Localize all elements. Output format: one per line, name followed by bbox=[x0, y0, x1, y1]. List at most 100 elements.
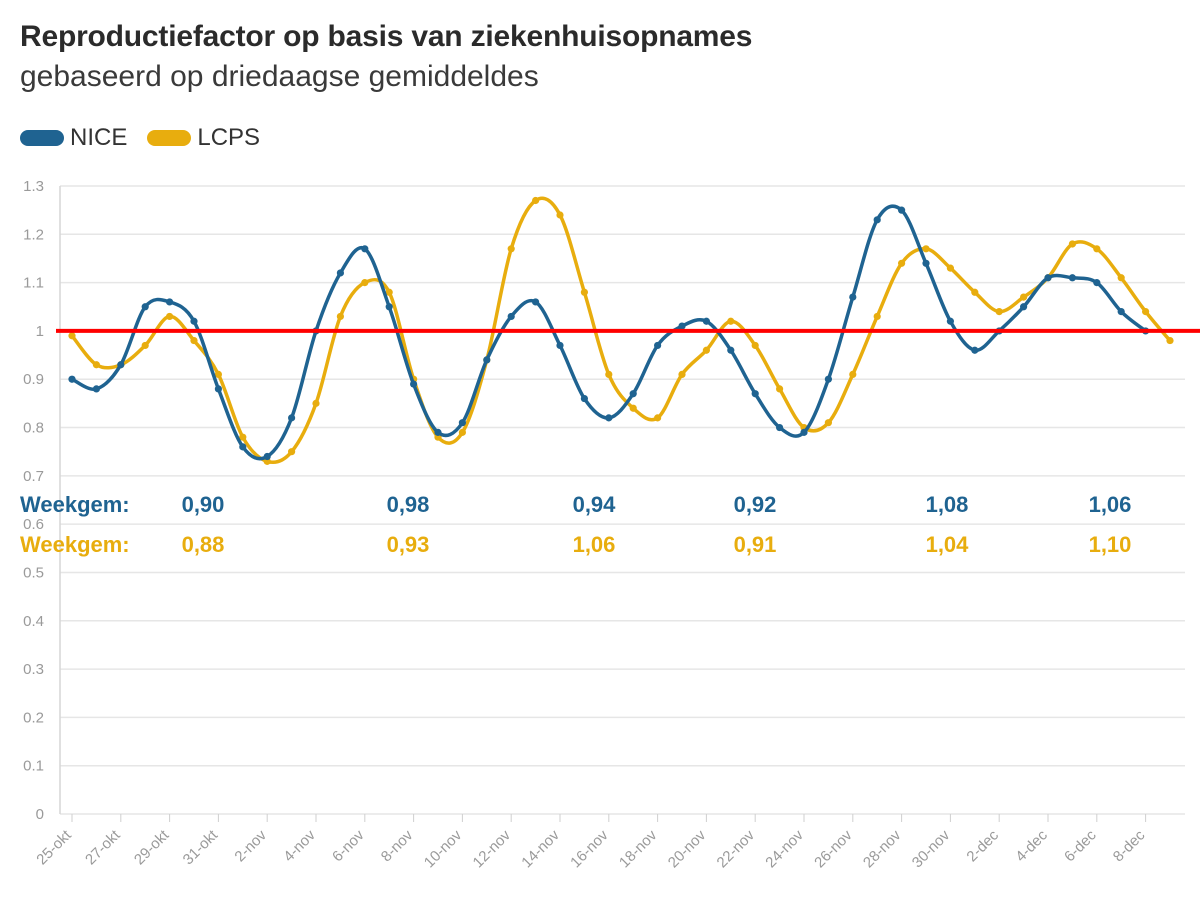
y-tick-label: 0 bbox=[36, 806, 44, 823]
x-tick-label: 14-nov bbox=[518, 826, 563, 871]
weekgem-label-nice: Weekgem: bbox=[20, 492, 130, 517]
y-tick-label: 0.9 bbox=[23, 371, 44, 388]
x-tick-label: 26-nov bbox=[811, 826, 856, 871]
weekgem-value-nice: 0,90 bbox=[182, 492, 225, 517]
data-point-nice bbox=[68, 375, 76, 383]
data-point-lcps bbox=[605, 370, 613, 378]
x-tick-label: 4-nov bbox=[280, 826, 319, 865]
x-tick-label: 24-nov bbox=[762, 826, 807, 871]
data-point-lcps bbox=[1117, 274, 1125, 282]
x-tick-label: 12-nov bbox=[470, 826, 515, 871]
data-point-nice bbox=[434, 428, 442, 436]
legend-swatch-nice bbox=[20, 130, 64, 146]
y-tick-label: 0.3 bbox=[23, 661, 44, 678]
data-point-lcps bbox=[141, 341, 149, 350]
data-point-lcps bbox=[702, 346, 711, 354]
data-point-nice bbox=[824, 375, 833, 383]
weekgem-value-nice: 0,98 bbox=[387, 492, 430, 517]
data-point-lcps bbox=[580, 288, 589, 296]
data-point-nice bbox=[410, 380, 418, 388]
x-tick-label: 20-nov bbox=[665, 826, 710, 871]
data-point-nice bbox=[1117, 308, 1125, 316]
data-point-lcps bbox=[214, 370, 222, 378]
data-point-nice bbox=[849, 293, 857, 301]
data-point-nice bbox=[605, 414, 613, 422]
data-point-nice bbox=[727, 346, 735, 354]
weekgem-value-lcps: 1,04 bbox=[926, 532, 970, 557]
x-tick-label: 30-nov bbox=[909, 826, 954, 871]
x-tick-label: 31-okt bbox=[180, 826, 222, 868]
weekgem-value-nice: 1,08 bbox=[926, 492, 969, 517]
weekgem-value-nice: 1,06 bbox=[1089, 492, 1132, 517]
weekgem-value-lcps: 1,10 bbox=[1089, 532, 1132, 557]
data-point-nice bbox=[922, 259, 930, 267]
legend-item-lcps[interactable]: LCPS bbox=[147, 124, 260, 152]
data-point-nice bbox=[288, 414, 296, 422]
data-point-lcps bbox=[312, 399, 320, 407]
data-point-lcps bbox=[190, 336, 198, 345]
data-point-nice bbox=[92, 385, 100, 393]
data-point-lcps bbox=[898, 259, 906, 267]
data-point-lcps bbox=[1142, 308, 1150, 316]
data-point-nice bbox=[1093, 279, 1101, 287]
data-point-nice bbox=[873, 216, 881, 224]
data-point-lcps bbox=[556, 211, 564, 219]
legend-label-nice: NICE bbox=[70, 124, 128, 151]
y-tick-label: 0.6 bbox=[23, 516, 44, 533]
data-point-lcps bbox=[1020, 293, 1028, 301]
data-point-nice bbox=[1068, 274, 1076, 282]
data-point-lcps bbox=[849, 370, 857, 378]
x-tick-label: 8-nov bbox=[378, 826, 417, 865]
legend-item-nice[interactable]: NICE bbox=[20, 124, 127, 152]
legend: NICE LCPS bbox=[20, 124, 280, 152]
y-tick-label: 1.1 bbox=[23, 275, 44, 292]
data-point-lcps bbox=[873, 312, 881, 321]
data-point-lcps bbox=[385, 288, 393, 296]
x-tick-label: 27-okt bbox=[82, 826, 124, 868]
y-tick-label: 1.3 bbox=[23, 178, 44, 195]
data-point-nice bbox=[458, 419, 466, 427]
chart-subtitle: gebaseerd op driedaagse gemiddeldes bbox=[20, 60, 539, 93]
y-tick-label: 0.5 bbox=[23, 564, 44, 581]
data-point-lcps bbox=[288, 448, 296, 456]
weekgem-value-nice: 0,94 bbox=[573, 492, 617, 517]
data-point-lcps bbox=[532, 196, 540, 205]
y-tick-label: 0.2 bbox=[23, 709, 44, 726]
weekgem-value-lcps: 0,88 bbox=[182, 532, 225, 557]
y-tick-label: 0.7 bbox=[23, 468, 44, 485]
x-tick-label: 18-nov bbox=[616, 826, 661, 871]
data-point-nice bbox=[263, 452, 271, 461]
data-point-nice bbox=[898, 206, 906, 214]
data-point-nice bbox=[1020, 303, 1028, 311]
data-point-lcps bbox=[458, 428, 466, 436]
x-tick-label: 29-okt bbox=[131, 826, 173, 868]
weekgem-label-lcps: Weekgem: bbox=[20, 532, 130, 557]
data-point-lcps bbox=[629, 404, 637, 412]
data-point-nice bbox=[214, 385, 222, 393]
data-point-lcps bbox=[92, 361, 100, 369]
y-tick-label: 1 bbox=[36, 323, 44, 340]
data-point-nice bbox=[239, 443, 247, 451]
data-point-nice bbox=[141, 303, 149, 311]
data-point-nice bbox=[361, 245, 369, 253]
x-tick-label: 16-nov bbox=[567, 826, 612, 871]
y-tick-label: 0.1 bbox=[23, 758, 44, 775]
data-point-nice bbox=[776, 423, 784, 432]
data-point-lcps bbox=[507, 245, 515, 253]
x-tick-label: 10-nov bbox=[421, 826, 466, 871]
x-tick-label: 6-nov bbox=[329, 826, 368, 865]
x-tick-label: 22-nov bbox=[714, 826, 759, 871]
data-point-nice bbox=[629, 390, 637, 398]
data-point-lcps bbox=[776, 385, 784, 393]
y-tick-label: 0.8 bbox=[23, 420, 44, 437]
legend-label-lcps: LCPS bbox=[197, 124, 261, 151]
data-point-nice bbox=[190, 317, 198, 325]
weekgem-value-lcps: 0,93 bbox=[387, 532, 430, 557]
x-tick-label: 2-nov bbox=[231, 826, 270, 865]
data-point-lcps bbox=[1093, 245, 1101, 253]
data-point-lcps bbox=[68, 332, 76, 340]
data-point-nice bbox=[556, 341, 564, 350]
data-point-lcps bbox=[946, 264, 955, 272]
data-point-nice bbox=[483, 356, 491, 364]
